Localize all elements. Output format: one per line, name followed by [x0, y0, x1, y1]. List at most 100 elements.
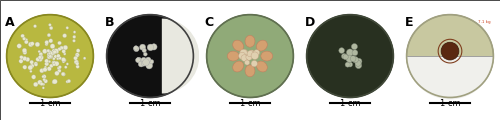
Circle shape — [38, 56, 42, 59]
Circle shape — [48, 24, 51, 26]
Circle shape — [42, 78, 45, 81]
Circle shape — [47, 67, 52, 71]
Circle shape — [352, 50, 358, 56]
Ellipse shape — [6, 15, 94, 97]
Circle shape — [74, 60, 78, 64]
Circle shape — [34, 63, 37, 66]
Circle shape — [62, 57, 66, 62]
Circle shape — [74, 31, 76, 33]
Circle shape — [22, 56, 27, 61]
Circle shape — [151, 44, 157, 50]
Circle shape — [64, 53, 66, 55]
Circle shape — [252, 54, 256, 58]
Circle shape — [146, 62, 152, 69]
Circle shape — [56, 51, 58, 54]
Circle shape — [348, 62, 352, 67]
Circle shape — [26, 39, 28, 41]
Circle shape — [61, 47, 64, 50]
Circle shape — [54, 55, 57, 58]
Circle shape — [146, 57, 151, 62]
Text: 1 cm: 1 cm — [340, 99, 360, 108]
Circle shape — [352, 44, 358, 50]
Circle shape — [140, 44, 145, 50]
Circle shape — [144, 52, 147, 56]
Ellipse shape — [245, 35, 255, 47]
Text: A: A — [4, 16, 15, 29]
Circle shape — [60, 46, 63, 49]
Circle shape — [32, 75, 36, 79]
Circle shape — [47, 52, 52, 57]
Circle shape — [47, 49, 50, 52]
Circle shape — [246, 54, 252, 60]
Circle shape — [58, 41, 62, 45]
Circle shape — [40, 68, 44, 73]
Ellipse shape — [206, 15, 294, 97]
Circle shape — [142, 48, 146, 53]
Circle shape — [47, 52, 52, 57]
Circle shape — [54, 71, 59, 76]
Circle shape — [24, 40, 28, 44]
Circle shape — [34, 82, 38, 87]
Circle shape — [346, 55, 353, 62]
Circle shape — [150, 60, 154, 64]
Circle shape — [44, 79, 48, 83]
Circle shape — [339, 48, 344, 53]
Circle shape — [142, 61, 146, 66]
Circle shape — [355, 59, 361, 65]
Circle shape — [48, 39, 53, 43]
Circle shape — [238, 52, 246, 59]
Circle shape — [350, 56, 356, 61]
Circle shape — [44, 66, 47, 69]
Circle shape — [17, 44, 21, 48]
Circle shape — [44, 40, 48, 44]
Circle shape — [42, 75, 44, 78]
Circle shape — [45, 43, 48, 46]
Circle shape — [62, 60, 65, 63]
Circle shape — [35, 42, 40, 47]
Circle shape — [74, 56, 78, 60]
Circle shape — [38, 80, 42, 85]
Circle shape — [251, 52, 258, 60]
Wedge shape — [162, 19, 200, 93]
Circle shape — [254, 50, 260, 56]
Ellipse shape — [261, 51, 272, 61]
Circle shape — [50, 56, 52, 58]
Circle shape — [63, 45, 68, 50]
Circle shape — [441, 42, 459, 60]
Circle shape — [43, 67, 47, 72]
Circle shape — [134, 46, 138, 50]
Circle shape — [342, 54, 347, 59]
Circle shape — [52, 79, 58, 84]
Circle shape — [20, 55, 23, 59]
Ellipse shape — [232, 40, 243, 51]
Circle shape — [26, 57, 30, 62]
Circle shape — [243, 50, 248, 54]
Circle shape — [21, 34, 24, 38]
Circle shape — [62, 72, 66, 76]
Circle shape — [30, 42, 34, 46]
Circle shape — [52, 63, 56, 66]
Ellipse shape — [245, 65, 255, 77]
Ellipse shape — [228, 51, 239, 61]
Circle shape — [61, 72, 65, 76]
Circle shape — [147, 44, 154, 51]
Circle shape — [52, 57, 56, 60]
Circle shape — [346, 49, 354, 56]
Circle shape — [58, 69, 61, 73]
Circle shape — [50, 64, 53, 68]
Circle shape — [138, 61, 144, 67]
Circle shape — [72, 39, 76, 42]
Circle shape — [47, 55, 52, 59]
Circle shape — [345, 62, 350, 67]
Circle shape — [75, 53, 80, 57]
Ellipse shape — [106, 15, 194, 97]
Circle shape — [251, 60, 258, 67]
Circle shape — [136, 58, 140, 63]
Text: 1 cm: 1 cm — [40, 99, 60, 108]
Circle shape — [58, 66, 61, 69]
Circle shape — [52, 51, 56, 55]
Circle shape — [48, 54, 52, 59]
Circle shape — [145, 61, 149, 65]
Ellipse shape — [256, 61, 268, 72]
Circle shape — [48, 52, 51, 55]
